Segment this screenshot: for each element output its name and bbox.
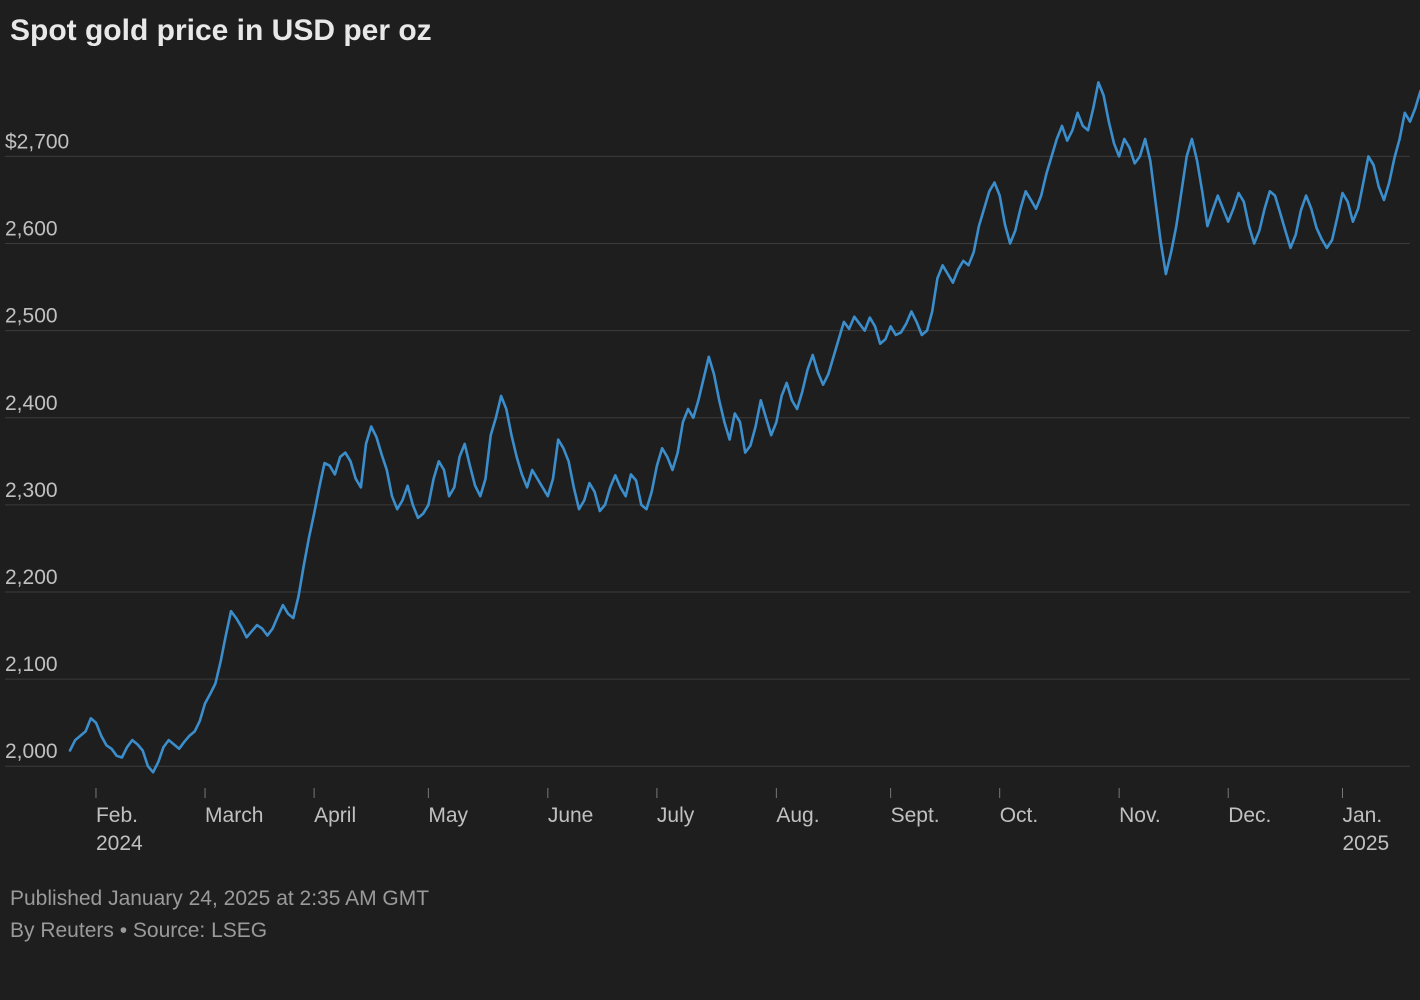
line-chart-svg: 2,000 2,100 2,200 2,300 2,400 2,500 2,600 $2,70… (0, 48, 1420, 878)
published-line: Published January 24, 2025 at 2:35 AM GM… (10, 883, 1420, 915)
x-axis-label: Jan. (1342, 804, 1382, 827)
x-axis-sublabel: 2025 (1342, 832, 1389, 855)
y-axis-label: 2,500 (5, 305, 58, 328)
x-axis-label: Sept. (891, 804, 940, 827)
y-axis-label: 2,600 (5, 218, 58, 241)
x-axis-label: Aug. (776, 804, 819, 827)
y-axis-label: 2,300 (5, 479, 58, 502)
y-axis-label: 2,400 (5, 392, 58, 415)
x-axis-label: June (548, 804, 594, 827)
x-axis-label: Feb. (96, 804, 138, 827)
x-axis-label: Dec. (1228, 804, 1271, 827)
chart-plot-area: 2,000 2,100 2,200 2,300 2,400 2,500 2,600 $2,70… (0, 48, 1420, 883)
y-axis-label: $2,700 (5, 130, 69, 153)
x-axis-label: July (657, 804, 695, 827)
x-axis-label: Oct. (1000, 804, 1039, 827)
x-axis-label: May (428, 804, 468, 827)
y-axis-label: 2,000 (5, 740, 58, 763)
byline: By Reuters • Source: LSEG (10, 915, 1420, 947)
x-axis-label: April (314, 804, 356, 827)
chart-title: Spot gold price in USD per oz (0, 0, 1420, 48)
x-axis-label: March (205, 804, 263, 827)
y-axis-label: 2,100 (5, 653, 58, 676)
y-axis-label: 2,200 (5, 566, 58, 589)
x-axis-sublabel: 2024 (96, 832, 143, 855)
x-axis-label: Nov. (1119, 804, 1161, 827)
chart-container: Spot gold price in USD per oz 2,000 2,100… (0, 0, 1420, 1000)
price-series-line (70, 82, 1420, 772)
chart-footer: Published January 24, 2025 at 2:35 AM GM… (0, 883, 1420, 946)
